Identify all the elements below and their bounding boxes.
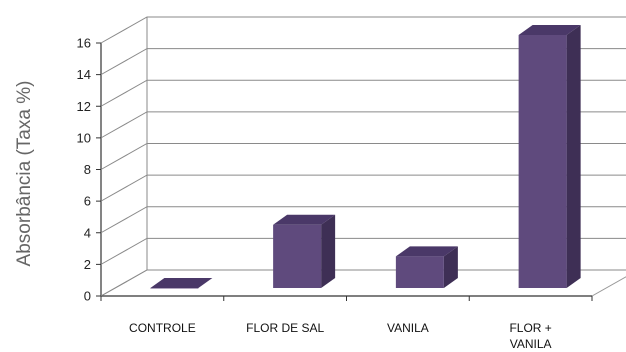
gridline (100, 206, 626, 234)
y-tick-label: 12 (77, 99, 91, 114)
gridline (100, 79, 626, 107)
y-tick-label: 8 (84, 162, 91, 177)
gridline (100, 237, 626, 265)
y-tick-label: 2 (84, 257, 91, 272)
x-tick-label: FLOR DE SAL (246, 321, 324, 335)
bar (273, 214, 336, 288)
gridline (100, 143, 626, 170)
bar-front (518, 35, 567, 288)
bar-top (273, 214, 336, 225)
x-tick-label: FLOR + VANILA (509, 321, 551, 351)
bar-top (395, 246, 458, 257)
bar (150, 278, 213, 289)
bar-side (566, 25, 581, 288)
bar-front (395, 256, 444, 288)
x-tick-label: CONTROLE (129, 321, 196, 335)
bar-top (518, 25, 581, 35)
gridline (100, 48, 626, 76)
y-axis-ticks: 0 2 4 6 8 10 12 14 16 (77, 36, 593, 304)
x-tick-label: VANILA (387, 321, 429, 335)
y-tick-label: 10 (77, 130, 91, 145)
y-tick-label: 0 (84, 289, 91, 304)
bars (150, 25, 581, 289)
y-tick-label: 16 (77, 36, 91, 51)
bar-front (150, 288, 199, 289)
gridline (100, 111, 626, 139)
bar-top (150, 278, 213, 288)
bar-side (443, 246, 458, 288)
x-axis-labels: CONTROLE FLOR DE SAL VANILA FLOR + VANILA (129, 321, 552, 351)
gridlines (100, 16, 626, 297)
gridline (100, 174, 626, 202)
gridline (100, 16, 626, 44)
bar (395, 246, 458, 288)
gridline (100, 269, 626, 297)
y-tick-label: 6 (84, 194, 91, 209)
y-axis-title: Absorbância (Taxa %) (14, 81, 35, 267)
bar (518, 25, 581, 288)
bar-side (321, 214, 336, 288)
bar-front (273, 224, 322, 288)
y-tick-label: 14 (77, 67, 91, 82)
y-tick-label: 4 (84, 225, 91, 240)
